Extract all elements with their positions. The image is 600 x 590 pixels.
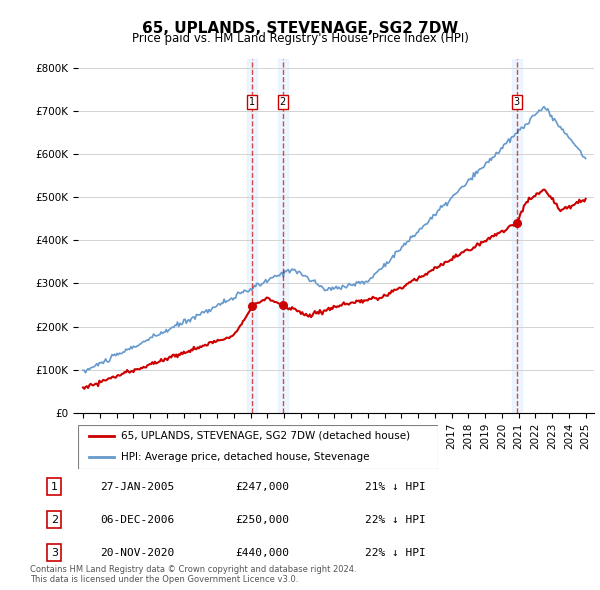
- Text: 2: 2: [51, 514, 58, 525]
- Text: 06-DEC-2006: 06-DEC-2006: [100, 514, 175, 525]
- Bar: [247, 59, 257, 413]
- Text: 27-JAN-2005: 27-JAN-2005: [100, 481, 175, 491]
- Text: 22% ↓ HPI: 22% ↓ HPI: [365, 548, 425, 558]
- Text: HPI: Average price, detached house, Stevenage: HPI: Average price, detached house, Stev…: [121, 452, 370, 461]
- Point: [247, 301, 257, 311]
- Text: 65, UPLANDS, STEVENAGE, SG2 7DW: 65, UPLANDS, STEVENAGE, SG2 7DW: [142, 21, 458, 35]
- Point: [512, 218, 521, 228]
- Text: 1: 1: [248, 97, 255, 107]
- Text: Contains HM Land Registry data © Crown copyright and database right 2024.
This d: Contains HM Land Registry data © Crown c…: [30, 565, 356, 584]
- Text: £440,000: £440,000: [235, 548, 289, 558]
- Text: 3: 3: [514, 97, 520, 107]
- Bar: [278, 59, 288, 413]
- Bar: [512, 59, 521, 413]
- Text: 1: 1: [51, 481, 58, 491]
- Point: [278, 300, 287, 310]
- Text: 3: 3: [51, 548, 58, 558]
- Text: 2: 2: [280, 97, 286, 107]
- Text: Price paid vs. HM Land Registry's House Price Index (HPI): Price paid vs. HM Land Registry's House …: [131, 32, 469, 45]
- Text: 22% ↓ HPI: 22% ↓ HPI: [365, 514, 425, 525]
- Text: 21% ↓ HPI: 21% ↓ HPI: [365, 481, 425, 491]
- FancyBboxPatch shape: [78, 425, 438, 469]
- Text: £250,000: £250,000: [235, 514, 289, 525]
- Text: £247,000: £247,000: [235, 481, 289, 491]
- Text: 65, UPLANDS, STEVENAGE, SG2 7DW (detached house): 65, UPLANDS, STEVENAGE, SG2 7DW (detache…: [121, 431, 410, 441]
- Text: 20-NOV-2020: 20-NOV-2020: [100, 548, 175, 558]
